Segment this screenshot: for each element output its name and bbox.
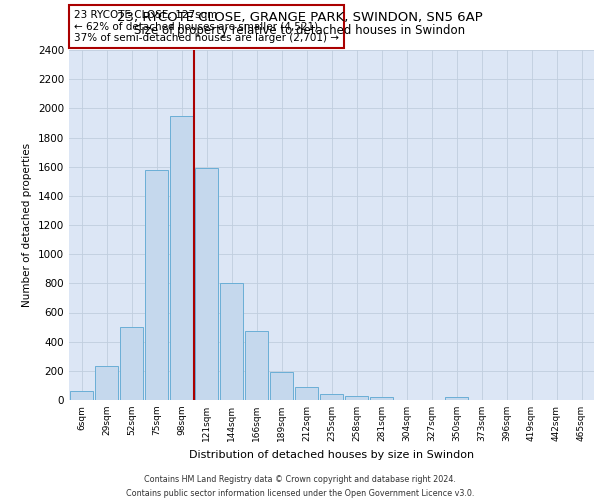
Bar bbox=[445, 397, 469, 400]
Bar bbox=[269, 372, 293, 400]
Bar bbox=[145, 170, 169, 400]
Bar bbox=[295, 387, 319, 400]
Bar bbox=[344, 396, 368, 400]
Bar bbox=[119, 327, 143, 400]
Bar bbox=[370, 397, 394, 400]
Bar bbox=[245, 332, 268, 400]
Bar bbox=[194, 168, 218, 400]
Bar bbox=[95, 366, 118, 400]
Bar bbox=[320, 394, 343, 400]
Bar bbox=[220, 284, 244, 400]
Bar bbox=[70, 391, 94, 400]
Text: 23 RYCOTE CLOSE: 127sqm
← 62% of detached houses are smaller (4,521)
37% of semi: 23 RYCOTE CLOSE: 127sqm ← 62% of detache… bbox=[74, 10, 339, 43]
Text: 23, RYCOTE CLOSE, GRANGE PARK, SWINDON, SN5 6AP: 23, RYCOTE CLOSE, GRANGE PARK, SWINDON, … bbox=[117, 11, 483, 24]
Y-axis label: Number of detached properties: Number of detached properties bbox=[22, 143, 32, 307]
Bar bbox=[170, 116, 193, 400]
Text: Size of property relative to detached houses in Swindon: Size of property relative to detached ho… bbox=[134, 24, 466, 37]
X-axis label: Distribution of detached houses by size in Swindon: Distribution of detached houses by size … bbox=[189, 450, 474, 460]
Text: Contains HM Land Registry data © Crown copyright and database right 2024.
Contai: Contains HM Land Registry data © Crown c… bbox=[126, 476, 474, 498]
